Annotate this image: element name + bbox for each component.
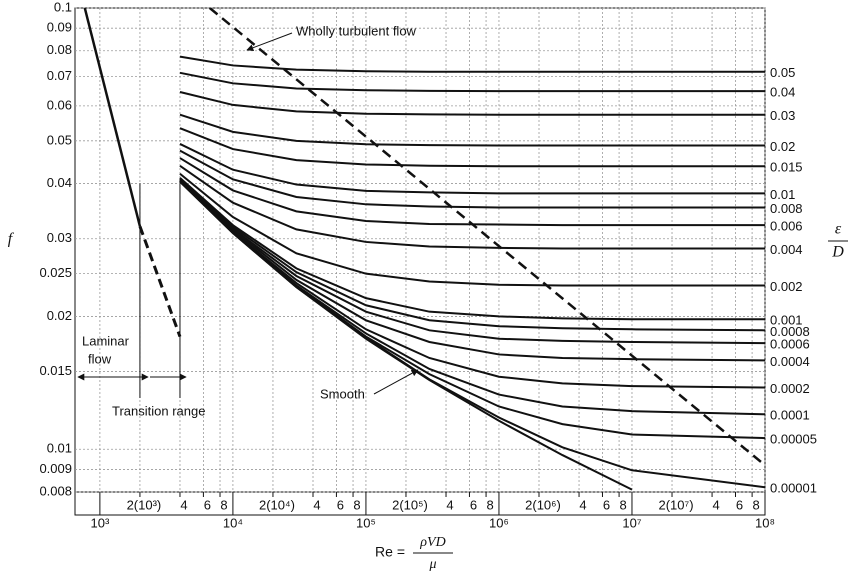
series-line	[179, 143, 765, 195]
legend-label: 0.006	[770, 219, 803, 234]
x-tick-label: 10³	[90, 515, 109, 530]
y-tick-label: 0.1	[54, 0, 72, 14]
y-tick-label: 0.009	[39, 461, 72, 476]
x-tick-label: 4	[579, 497, 586, 512]
legend-label: 0.05	[770, 65, 795, 80]
x-tick-label: 6	[603, 497, 610, 512]
x-tick-label: 2(10⁵)	[392, 497, 428, 512]
x-tick-label: 8	[220, 497, 227, 512]
y2-axis-label-numerator: ε	[835, 221, 842, 238]
x-tick-label: 6	[337, 497, 344, 512]
series-line	[179, 178, 765, 332]
y-tick-label: 0.025	[39, 265, 72, 280]
series-line	[179, 113, 765, 147]
series-line	[179, 179, 765, 362]
plot-area	[83, 8, 765, 491]
x-tick-label: 10⁵	[356, 515, 376, 530]
legend-label: 0.002	[770, 279, 803, 294]
y-tick-label: 0.008	[39, 483, 72, 498]
series-line	[179, 91, 765, 116]
x-tick-label: 6	[470, 497, 477, 512]
series-line	[179, 157, 765, 227]
y-tick-label: 0.04	[47, 175, 72, 190]
series-line	[179, 178, 765, 345]
series-line	[179, 164, 765, 250]
legend-label: 0.015	[770, 160, 803, 175]
legend-label: 0.0004	[770, 354, 810, 369]
x-axis-label-denominator: μ	[428, 557, 436, 572]
smooth-line	[179, 180, 633, 491]
legend-label: 0.02	[770, 139, 795, 154]
series-line	[179, 173, 765, 287]
annotation: Smooth	[320, 386, 365, 401]
laminar-line	[83, 8, 142, 227]
legend-label: 0.0006	[770, 337, 810, 352]
series-line	[179, 180, 765, 489]
series-line	[179, 180, 765, 416]
x-tick-label: 2(10⁷)	[658, 497, 693, 512]
legend-label: 0.008	[770, 201, 803, 216]
legend-label: 0.03	[770, 108, 795, 123]
annotation: flow	[88, 351, 112, 366]
x-tick-label: 10⁷	[622, 515, 641, 530]
x-tick-label: 10⁶	[489, 515, 509, 530]
y-tick-label: 0.07	[47, 68, 72, 83]
legend-label: 0.00001	[770, 481, 817, 496]
y-tick-label: 0.01	[47, 441, 72, 456]
x-tick-label: 8	[619, 497, 626, 512]
y-tick-label: 0.08	[47, 42, 72, 57]
legend-label: 0.04	[770, 85, 795, 100]
series-line	[179, 71, 765, 93]
y-tick-label: 0.03	[47, 230, 72, 245]
annotation: Laminar	[82, 333, 130, 348]
series-line	[179, 55, 765, 73]
x-tick-label: 8	[752, 497, 759, 512]
x-tick-label: 2(10⁴)	[259, 497, 295, 512]
y-tick-label: 0.06	[47, 97, 72, 112]
x-tick-label: 2(10³)	[127, 497, 162, 512]
legend-label: 0.0001	[770, 408, 810, 423]
legend-label: 0.004	[770, 242, 803, 257]
x-axis-label: Re =	[375, 544, 405, 560]
legend-label: 0.00005	[770, 432, 817, 447]
legend-label: 0.0008	[770, 324, 810, 339]
y2-axis-label-denominator: D	[831, 244, 844, 261]
series-line	[179, 127, 765, 168]
x-tick-label: 10⁸	[755, 515, 775, 530]
series-line	[179, 149, 765, 209]
plot-frame	[74, 7, 766, 516]
legend-label: 0.01	[770, 187, 795, 202]
wholly-turbulent-line	[208, 8, 765, 467]
x-tick-label: 4	[446, 497, 453, 512]
x-tick-label: 6	[204, 497, 211, 512]
x-tick-label: 4	[712, 497, 719, 512]
annotation-arrow	[373, 369, 419, 395]
y-tick-label: 0.02	[47, 308, 72, 323]
y-axis-label: f	[8, 231, 15, 248]
legend-label: 0.0002	[770, 381, 810, 396]
annotation: Wholly turbulent flow	[296, 23, 417, 38]
laminar-line	[138, 225, 182, 338]
series-line	[179, 177, 765, 321]
annotation-arrow	[246, 32, 293, 52]
x-axis-label-numerator: ρVD	[419, 535, 445, 550]
x-tick-label: 6	[736, 497, 743, 512]
x-tick-label: 2(10⁶)	[525, 497, 561, 512]
annotation: Transition range	[112, 403, 205, 418]
x-tick-label: 10⁴	[223, 515, 243, 530]
x-tick-label: 8	[486, 497, 493, 512]
series-line	[179, 180, 765, 440]
x-tick-label: 4	[313, 497, 320, 512]
x-tick-label: 4	[180, 497, 187, 512]
x-tick-label: 8	[353, 497, 360, 512]
y-tick-label: 0.09	[47, 20, 72, 35]
y-tick-label: 0.05	[47, 132, 72, 147]
y-tick-label: 0.015	[39, 363, 72, 378]
legend-label: 0.001	[770, 313, 803, 328]
